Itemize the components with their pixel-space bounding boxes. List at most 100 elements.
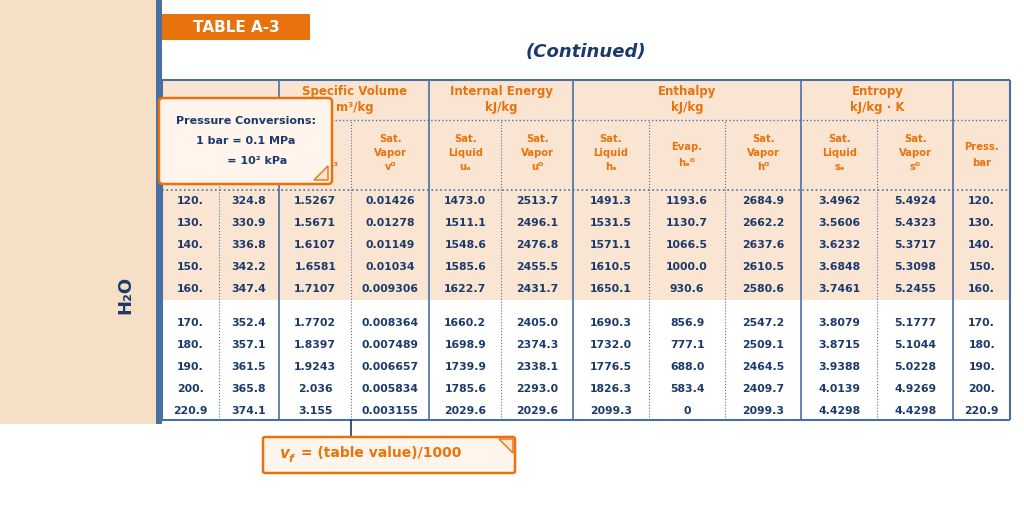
- Text: 220.9: 220.9: [173, 406, 208, 416]
- Text: sₑ: sₑ: [834, 162, 845, 172]
- Text: Vapor: Vapor: [746, 148, 779, 158]
- Text: kJ/kg: kJ/kg: [671, 102, 703, 115]
- Text: 140.: 140.: [969, 240, 995, 250]
- Text: 140.: 140.: [177, 240, 204, 250]
- Text: 3.6232: 3.6232: [818, 240, 860, 250]
- Text: 2029.6: 2029.6: [516, 406, 558, 416]
- Text: 5.4924: 5.4924: [894, 196, 937, 206]
- Text: H₂O: H₂O: [116, 276, 134, 314]
- Text: 1548.6: 1548.6: [444, 240, 486, 250]
- Text: TABLE A-3: TABLE A-3: [193, 20, 280, 35]
- Text: 3.9388: 3.9388: [818, 362, 860, 372]
- Text: 2476.8: 2476.8: [516, 240, 558, 250]
- Text: = (table value)/1000: = (table value)/1000: [296, 446, 462, 460]
- Text: 0.003155: 0.003155: [361, 406, 419, 416]
- Text: 0.007489: 0.007489: [361, 340, 419, 350]
- Text: 1066.5: 1066.5: [666, 240, 709, 250]
- Text: 1622.7: 1622.7: [444, 284, 486, 294]
- Text: 5.0228: 5.0228: [894, 362, 936, 372]
- Text: 2338.1: 2338.1: [516, 362, 558, 372]
- Text: 0.005834: 0.005834: [361, 384, 419, 394]
- Bar: [0, 0, 158, 424]
- Text: 4.4298: 4.4298: [818, 406, 860, 416]
- Text: 1585.6: 1585.6: [444, 262, 486, 272]
- Text: 3.4962: 3.4962: [818, 196, 860, 206]
- Bar: [162, 190, 1010, 300]
- Text: hᴳ: hᴳ: [757, 162, 769, 172]
- Text: Evap.: Evap.: [672, 142, 702, 152]
- Text: Sat.: Sat.: [379, 134, 401, 144]
- Bar: [162, 14, 310, 40]
- Text: 4.9269: 4.9269: [894, 384, 937, 394]
- Text: 2509.1: 2509.1: [742, 340, 784, 350]
- Text: 4.4298: 4.4298: [894, 406, 937, 416]
- Polygon shape: [499, 439, 513, 453]
- Text: 3.7461: 3.7461: [818, 284, 860, 294]
- Text: 1785.6: 1785.6: [444, 384, 486, 394]
- FancyBboxPatch shape: [159, 98, 332, 184]
- Text: 5.1777: 5.1777: [894, 318, 937, 328]
- Text: 1130.7: 1130.7: [666, 218, 709, 228]
- Text: kJ/kg: kJ/kg: [485, 102, 517, 115]
- Text: 2580.6: 2580.6: [742, 284, 784, 294]
- Text: 120.: 120.: [969, 196, 995, 206]
- Bar: [156, 0, 162, 424]
- Text: 1531.5: 1531.5: [590, 218, 632, 228]
- Text: Vapor: Vapor: [899, 148, 932, 158]
- Text: 1.5671: 1.5671: [294, 218, 336, 228]
- Text: hₑᴳ: hₑᴳ: [679, 158, 695, 168]
- Text: Sat.: Sat.: [454, 134, 476, 144]
- Text: Liquid: Liquid: [594, 148, 629, 158]
- Text: 1776.5: 1776.5: [590, 362, 632, 372]
- Text: 777.1: 777.1: [670, 340, 705, 350]
- Text: 160.: 160.: [969, 284, 995, 294]
- Text: 3.6848: 3.6848: [818, 262, 860, 272]
- Text: 1193.6: 1193.6: [666, 196, 709, 206]
- Text: 2455.5: 2455.5: [516, 262, 558, 272]
- Text: 1660.2: 1660.2: [444, 318, 486, 328]
- Text: 1610.5: 1610.5: [590, 262, 632, 272]
- Text: °C: °C: [243, 158, 255, 168]
- Text: 361.5: 361.5: [231, 362, 266, 372]
- Text: Sat.: Sat.: [828, 134, 851, 144]
- Text: 3.5606: 3.5606: [818, 218, 860, 228]
- Text: 2513.7: 2513.7: [516, 196, 558, 206]
- Text: 856.9: 856.9: [670, 318, 705, 328]
- Text: f: f: [288, 454, 293, 464]
- Text: Sat.: Sat.: [904, 134, 927, 144]
- Text: Pressure Conversions:: Pressure Conversions:: [175, 116, 315, 126]
- FancyBboxPatch shape: [263, 437, 515, 473]
- Text: 352.4: 352.4: [231, 318, 266, 328]
- Text: Liquid: Liquid: [822, 148, 857, 158]
- Text: 180.: 180.: [177, 340, 204, 350]
- Text: 2464.5: 2464.5: [742, 362, 784, 372]
- Text: 3.8715: 3.8715: [818, 340, 860, 350]
- Text: 3.155: 3.155: [298, 406, 333, 416]
- Text: Sat.: Sat.: [600, 134, 623, 144]
- Text: 0.006657: 0.006657: [361, 362, 419, 372]
- Text: 2.036: 2.036: [298, 384, 333, 394]
- Text: hₑ: hₑ: [605, 162, 616, 172]
- Text: Entropy: Entropy: [851, 86, 903, 99]
- Text: uₑ: uₑ: [460, 162, 471, 172]
- Text: Vapor: Vapor: [374, 148, 407, 158]
- Text: 365.8: 365.8: [231, 384, 266, 394]
- Text: 3.8079: 3.8079: [818, 318, 860, 328]
- Text: 0.01034: 0.01034: [366, 262, 415, 272]
- Text: 1000.0: 1000.0: [667, 262, 708, 272]
- Text: kJ/kg · K: kJ/kg · K: [850, 102, 904, 115]
- Text: 5.3717: 5.3717: [894, 240, 937, 250]
- Text: 1 bar = 0.1 MPa: 1 bar = 0.1 MPa: [196, 136, 295, 146]
- Text: 1511.1: 1511.1: [444, 218, 486, 228]
- Text: v: v: [279, 445, 289, 460]
- Text: Specific Volume: Specific Volume: [302, 86, 407, 99]
- Text: Liquid: Liquid: [447, 148, 483, 158]
- Text: 190.: 190.: [177, 362, 204, 372]
- Bar: [162, 80, 1010, 190]
- Text: 150.: 150.: [177, 262, 204, 272]
- Text: 1690.3: 1690.3: [590, 318, 632, 328]
- Text: 130.: 130.: [969, 218, 995, 228]
- Text: 1826.3: 1826.3: [590, 384, 632, 394]
- Text: 1732.0: 1732.0: [590, 340, 632, 350]
- Text: 180.: 180.: [969, 340, 995, 350]
